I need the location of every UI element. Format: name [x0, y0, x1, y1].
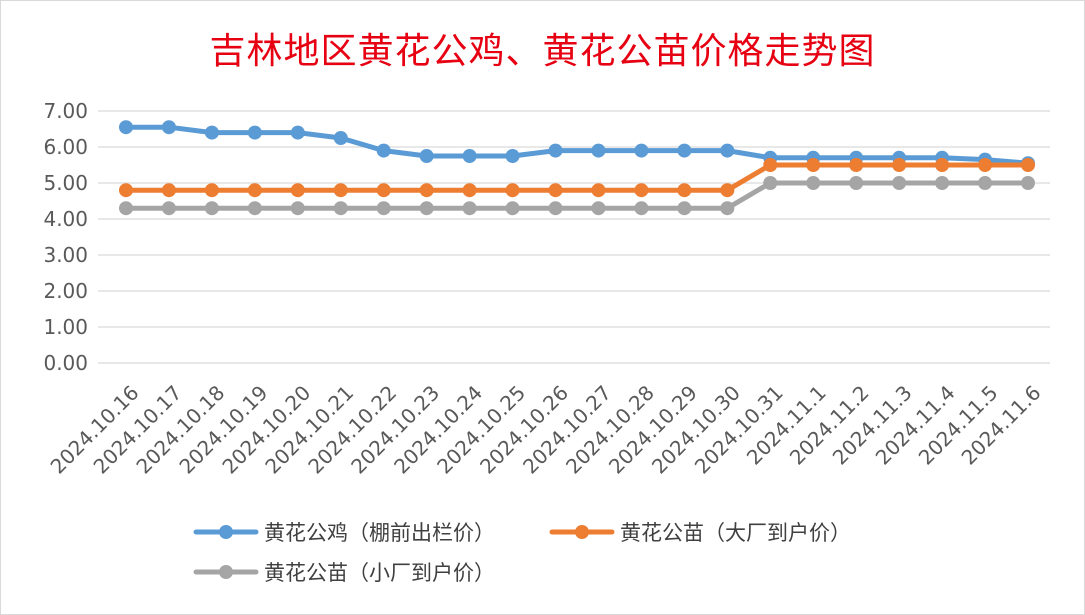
data-point: [376, 183, 391, 198]
legend-label: 黄花公苗（大厂到户价）: [620, 521, 851, 545]
data-point: [247, 125, 262, 140]
data-point: [505, 201, 520, 216]
data-point: [849, 158, 864, 172]
y-tick-label: 7.00: [43, 99, 88, 123]
y-tick-label: 2.00: [43, 279, 88, 303]
y-tick-label: 3.00: [43, 243, 88, 267]
data-point: [333, 131, 348, 145]
data-point: [591, 201, 606, 216]
data-point: [119, 183, 133, 198]
data-point: [935, 158, 950, 172]
data-point: [204, 183, 219, 198]
chart-title: 吉林地区黄花公鸡、黄花公苗价格走势图: [209, 31, 876, 72]
series-line: [123, 162, 1031, 193]
data-point: [204, 201, 219, 216]
y-axis-ticks: 0.00 1.00 2.00 3.00 4.00 5.00 6.00 7.00: [43, 99, 88, 375]
legend-marker: [219, 525, 233, 539]
legend: 黄花公鸡（棚前出栏价） 黄花公苗（大厂到户价） 黄花公苗（小厂到户价）: [193, 521, 851, 585]
data-point: [462, 201, 477, 216]
series-line: [123, 180, 1031, 211]
data-point: [333, 183, 348, 198]
data-point: [548, 201, 563, 216]
series-1: [119, 158, 1035, 198]
series-2: [119, 176, 1035, 216]
data-point: [677, 201, 692, 216]
data-point: [591, 183, 606, 198]
data-point: [161, 120, 176, 135]
data-point: [376, 143, 391, 158]
series-line: [123, 124, 1031, 166]
plot-area: [119, 120, 1035, 216]
data-point: [290, 201, 305, 216]
data-point: [935, 176, 950, 190]
data-point: [677, 143, 692, 158]
y-tick-label: 6.00: [43, 135, 88, 159]
data-point: [247, 201, 262, 216]
legend-item: 黄花公鸡（棚前出栏价）: [193, 521, 495, 545]
data-point: [978, 158, 993, 172]
data-point: [849, 176, 864, 190]
data-point: [419, 201, 434, 216]
y-tick-label: 0.00: [43, 351, 88, 375]
data-point: [634, 143, 649, 158]
data-point: [892, 176, 907, 190]
data-point: [419, 183, 434, 198]
legend-item: 黄花公苗（小厂到户价）: [193, 561, 495, 585]
legend-item: 黄花公苗（大厂到户价）: [549, 521, 851, 545]
data-point: [1021, 158, 1035, 172]
data-point: [978, 176, 993, 190]
data-point: [161, 183, 176, 198]
data-point: [505, 183, 520, 198]
data-point: [720, 201, 735, 216]
legend-label: 黄花公鸡（棚前出栏价）: [264, 521, 495, 545]
data-point: [677, 183, 692, 198]
data-point: [333, 201, 348, 216]
data-point: [548, 143, 563, 158]
legend-label: 黄花公苗（小厂到户价）: [264, 561, 495, 585]
data-point: [119, 120, 133, 135]
data-point: [763, 158, 778, 172]
data-point: [462, 149, 477, 163]
data-point: [376, 201, 391, 216]
data-point: [119, 201, 133, 216]
data-point: [763, 176, 778, 190]
data-point: [720, 143, 735, 158]
x-axis-ticks: 2024.10.162024.10.172024.10.182024.10.19…: [46, 381, 1046, 479]
y-tick-label: 1.00: [43, 315, 88, 339]
data-point: [1021, 176, 1035, 190]
y-tick-label: 4.00: [43, 207, 88, 231]
series-0: [119, 120, 1035, 171]
data-point: [204, 125, 219, 140]
data-point: [720, 183, 735, 198]
data-point: [634, 183, 649, 198]
data-point: [548, 183, 563, 198]
data-point: [290, 125, 305, 140]
data-point: [591, 143, 606, 158]
y-tick-label: 5.00: [43, 171, 88, 195]
data-point: [892, 158, 907, 172]
data-point: [634, 201, 649, 216]
data-point: [290, 183, 305, 198]
data-point: [806, 176, 821, 190]
data-point: [419, 149, 434, 163]
legend-marker: [219, 565, 233, 579]
data-point: [161, 201, 176, 216]
data-point: [247, 183, 262, 198]
data-point: [806, 158, 821, 172]
data-point: [462, 183, 477, 198]
data-point: [505, 149, 520, 163]
legend-marker: [575, 525, 589, 539]
